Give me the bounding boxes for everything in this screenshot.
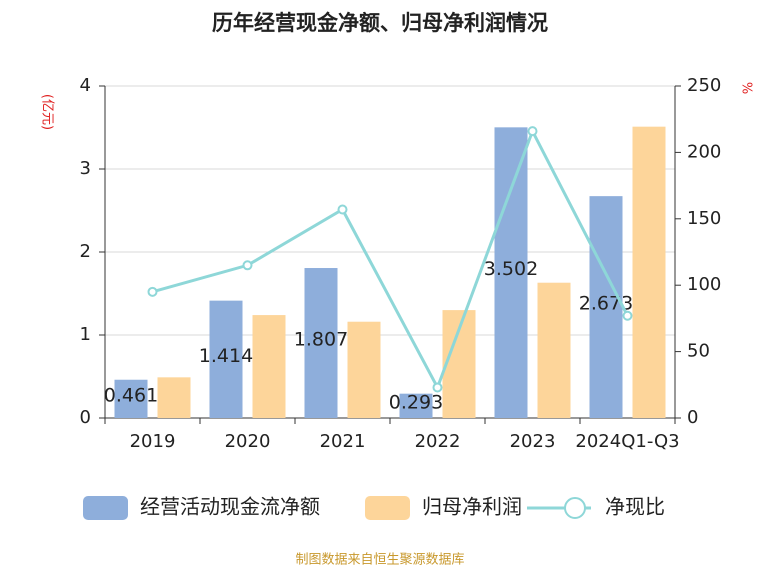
y2-tick-label: 100 [687, 274, 721, 295]
bar [537, 282, 571, 418]
line-point [622, 310, 633, 321]
data-label: 0.461 [104, 384, 158, 406]
x-tick-label: 2019 [130, 431, 176, 452]
y-tick-label: 0 [80, 407, 91, 428]
x-tick-label: 2024Q1-Q3 [575, 431, 679, 452]
y-tick-label: 4 [80, 75, 91, 96]
bar [632, 126, 666, 419]
line-point [242, 260, 253, 271]
data-label: 0.293 [389, 391, 443, 413]
bar [494, 127, 528, 419]
x-tick-label: 2022 [415, 431, 461, 452]
data-label: 3.502 [484, 258, 538, 280]
legend-swatch-point[interactable] [564, 497, 586, 519]
y-tick-label: 3 [80, 158, 91, 179]
y2-tick-label: 250 [687, 75, 721, 96]
bar [157, 377, 191, 418]
y2-tick-label: 0 [687, 407, 698, 428]
line [152, 127, 629, 392]
legend-label[interactable]: 净现比 [605, 495, 665, 519]
bar [114, 379, 148, 418]
y2-tick-label: 200 [687, 141, 721, 162]
source-note: 制图数据来自恒生聚源数据库 [295, 552, 464, 568]
data-label: 1.807 [294, 329, 348, 351]
y2-axis-label: % [739, 82, 754, 94]
line-point [432, 382, 443, 393]
bar [589, 196, 623, 418]
legend-swatch[interactable] [365, 496, 410, 520]
data-label: 1.414 [199, 345, 253, 367]
x-tick-label: 2020 [225, 431, 271, 452]
legend-label[interactable]: 经营活动现金流净额 [140, 495, 320, 519]
x-tick-label: 2023 [510, 431, 556, 452]
bar [209, 300, 243, 418]
bar [399, 393, 433, 418]
y2-tick-label: 50 [687, 341, 710, 362]
chart-title: 历年经营现金净额、归母净利润情况 [212, 11, 548, 35]
line-point [527, 126, 538, 137]
bar [347, 321, 381, 418]
bar [252, 315, 286, 418]
bar [304, 268, 338, 418]
x-tick-label: 2021 [320, 431, 366, 452]
y-axis-label: (亿元) [40, 94, 55, 130]
y2-tick-label: 150 [687, 208, 721, 229]
line-point [337, 204, 348, 215]
legend-swatch[interactable] [83, 496, 128, 520]
line-point [147, 286, 158, 297]
y-tick-label: 2 [80, 241, 91, 262]
y-tick-label: 1 [80, 324, 91, 345]
legend-label[interactable]: 归母净利润 [422, 495, 522, 519]
